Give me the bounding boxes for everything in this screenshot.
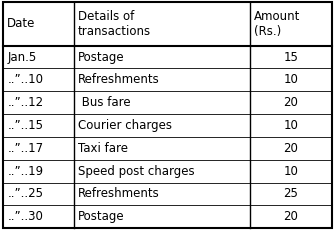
Text: ..”..30: ..”..30 xyxy=(7,210,43,223)
Text: 25: 25 xyxy=(283,187,298,201)
Text: ..”..17: ..”..17 xyxy=(7,142,44,155)
Text: 15: 15 xyxy=(283,51,298,64)
Text: 10: 10 xyxy=(283,165,298,178)
Text: Postage: Postage xyxy=(78,210,125,223)
Text: Refreshments: Refreshments xyxy=(78,73,160,86)
Text: ..”..12: ..”..12 xyxy=(7,96,44,109)
Text: Date: Date xyxy=(7,18,36,30)
Text: 20: 20 xyxy=(283,96,298,109)
Text: Refreshments: Refreshments xyxy=(78,187,160,201)
Text: 20: 20 xyxy=(283,210,298,223)
Text: 20: 20 xyxy=(283,142,298,155)
Text: Amount
(Rs.): Amount (Rs.) xyxy=(254,10,300,38)
Text: ..”..19: ..”..19 xyxy=(7,165,44,178)
Text: Postage: Postage xyxy=(78,51,125,64)
Text: Details of
transactions: Details of transactions xyxy=(78,10,151,38)
Text: ..”..15: ..”..15 xyxy=(7,119,43,132)
Text: Taxi fare: Taxi fare xyxy=(78,142,128,155)
Text: ..”..25: ..”..25 xyxy=(7,187,43,201)
Text: Speed post charges: Speed post charges xyxy=(78,165,195,178)
Text: Jan.5: Jan.5 xyxy=(7,51,37,64)
Text: 10: 10 xyxy=(283,119,298,132)
Text: 10: 10 xyxy=(283,73,298,86)
Text: Courier charges: Courier charges xyxy=(78,119,172,132)
Text: ..”..10: ..”..10 xyxy=(7,73,43,86)
Text: Bus fare: Bus fare xyxy=(78,96,131,109)
